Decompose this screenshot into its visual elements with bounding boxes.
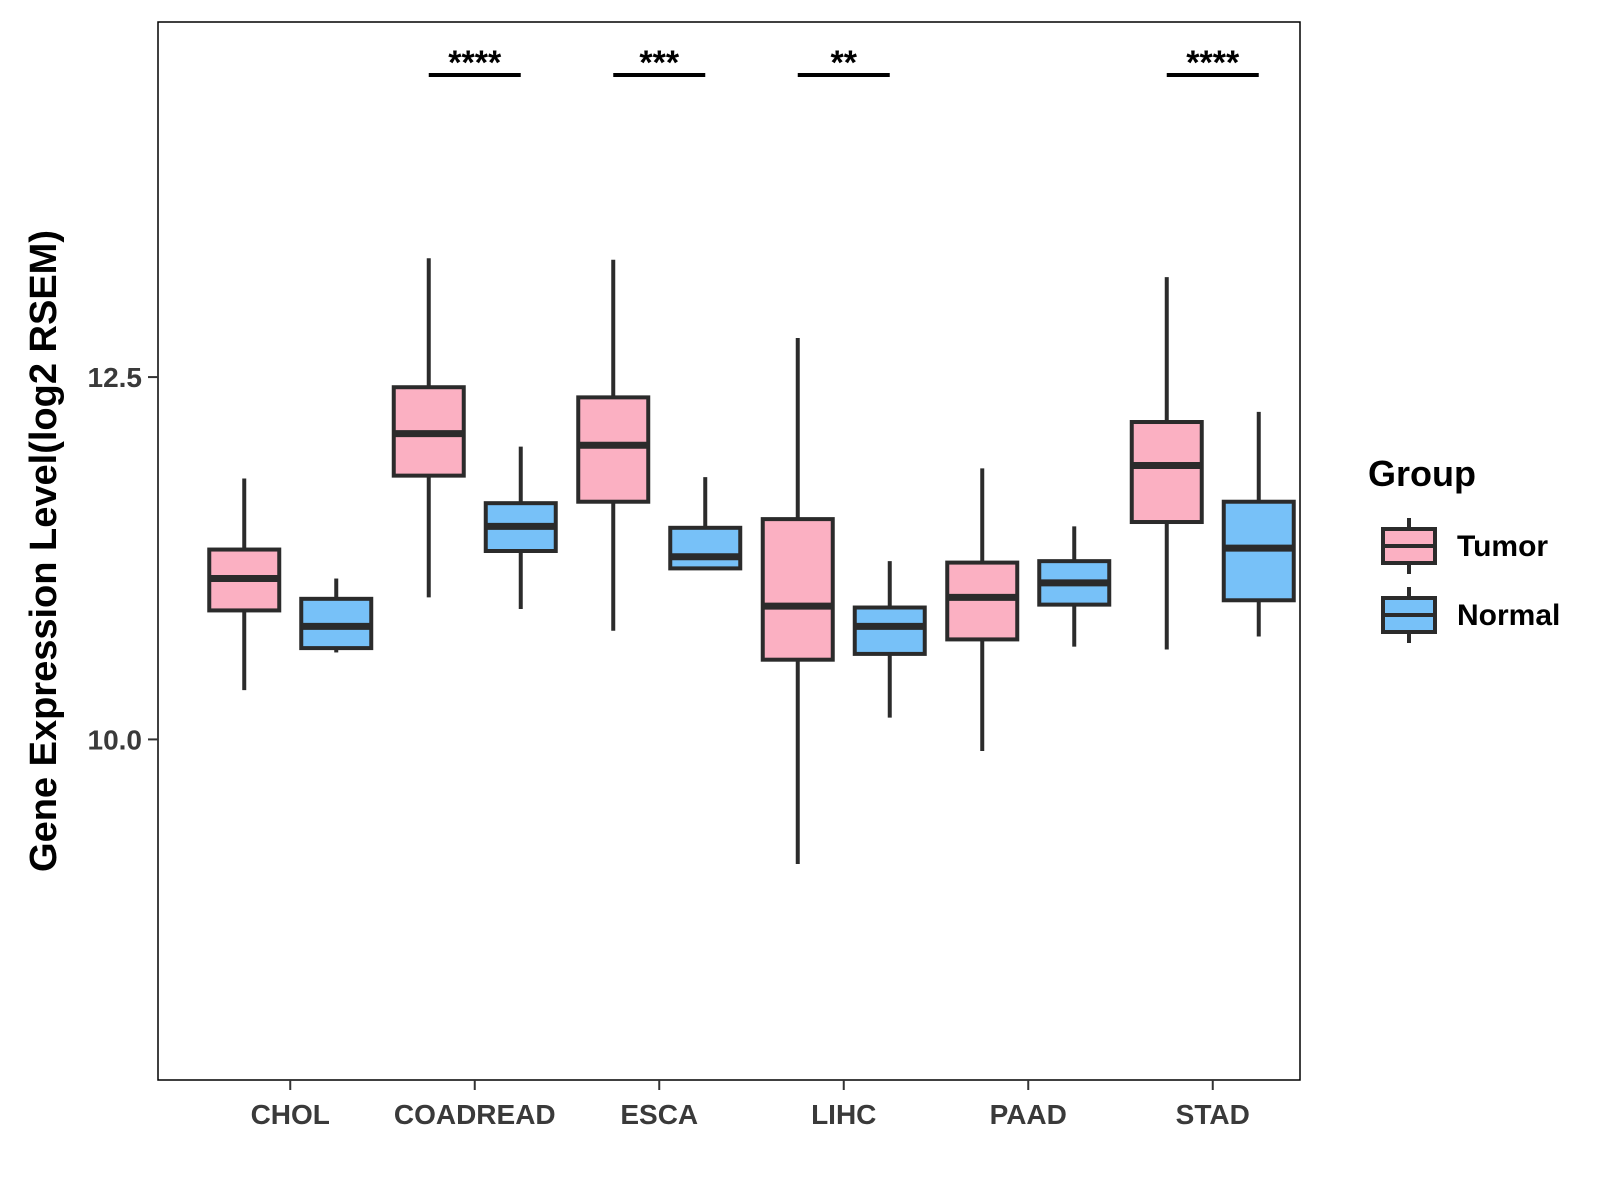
y-tick-label: 10.0 bbox=[88, 724, 143, 755]
iqr-box bbox=[852, 605, 927, 656]
legend-title: Group bbox=[1368, 453, 1476, 494]
iqr-box bbox=[760, 517, 835, 662]
legend: Group Tumor Normal bbox=[1368, 453, 1560, 643]
box-tumor-stad bbox=[1129, 277, 1204, 650]
significance-label: **** bbox=[1186, 44, 1240, 82]
box-normal-chol bbox=[299, 578, 374, 653]
box-normal-lihc bbox=[852, 561, 927, 718]
x-tick-label: LIHC bbox=[811, 1099, 876, 1130]
x-tick-label: PAAD bbox=[990, 1099, 1067, 1130]
y-tick-label: 12.5 bbox=[88, 362, 143, 393]
boxes-layer bbox=[207, 258, 1296, 865]
y-axis: 10.0 12.5 bbox=[88, 362, 158, 755]
x-tick-label: ESCA bbox=[620, 1099, 698, 1130]
significance-label: *** bbox=[639, 44, 679, 82]
iqr-box bbox=[1129, 420, 1204, 525]
x-tick-label: COADREAD bbox=[394, 1099, 556, 1130]
box-normal-paad bbox=[1037, 526, 1112, 647]
legend-key-tumor: Tumor bbox=[1381, 518, 1548, 574]
significance-layer: **** *** ** **** bbox=[428, 44, 1259, 82]
legend-key-normal: Normal bbox=[1381, 587, 1560, 643]
iqr-box bbox=[576, 395, 651, 504]
x-tick-label: STAD bbox=[1176, 1099, 1250, 1130]
x-tick-label: CHOL bbox=[251, 1099, 330, 1130]
iqr-box bbox=[668, 525, 743, 571]
x-axis: CHOL COADREAD ESCA LIHC PAAD STAD bbox=[251, 1080, 1250, 1130]
box-tumor-lihc bbox=[760, 337, 835, 865]
legend-label-tumor: Tumor bbox=[1457, 530, 1548, 563]
legend-label-normal: Normal bbox=[1457, 599, 1560, 632]
y-axis-title: Gene Expression Level(log2 RSEM) bbox=[23, 230, 65, 872]
box-tumor-paad bbox=[945, 468, 1020, 752]
box-tumor-esca bbox=[576, 259, 651, 631]
box-normal-stad bbox=[1221, 411, 1296, 637]
significance-label: **** bbox=[448, 44, 502, 82]
box-normal-esca bbox=[668, 477, 743, 571]
box-tumor-coadread bbox=[391, 258, 466, 598]
box-normal-coadread bbox=[483, 446, 558, 609]
significance-label: ** bbox=[831, 44, 858, 82]
legend-keys: Tumor Normal bbox=[1381, 518, 1560, 643]
iqr-box bbox=[945, 560, 1020, 642]
box-tumor-chol bbox=[207, 478, 282, 691]
